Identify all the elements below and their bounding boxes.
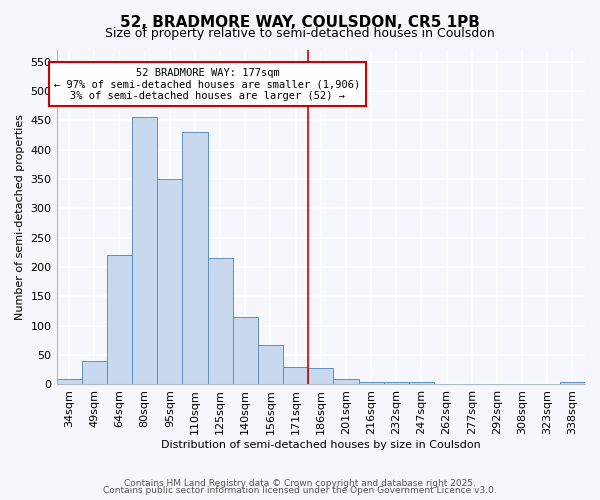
Bar bbox=[383, 382, 409, 384]
Bar bbox=[283, 367, 308, 384]
Bar bbox=[233, 317, 258, 384]
Y-axis label: Number of semi-detached properties: Number of semi-detached properties bbox=[15, 114, 25, 320]
Bar bbox=[334, 378, 359, 384]
Bar bbox=[258, 344, 283, 385]
Bar bbox=[560, 382, 585, 384]
Bar bbox=[132, 118, 157, 384]
Bar bbox=[82, 361, 107, 384]
Bar bbox=[56, 378, 82, 384]
Text: Size of property relative to semi-detached houses in Coulsdon: Size of property relative to semi-detach… bbox=[105, 28, 495, 40]
Bar bbox=[107, 256, 132, 384]
X-axis label: Distribution of semi-detached houses by size in Coulsdon: Distribution of semi-detached houses by … bbox=[161, 440, 481, 450]
Text: Contains public sector information licensed under the Open Government Licence v3: Contains public sector information licen… bbox=[103, 486, 497, 495]
Text: 52 BRADMORE WAY: 177sqm
← 97% of semi-detached houses are smaller (1,906)
3% of : 52 BRADMORE WAY: 177sqm ← 97% of semi-de… bbox=[55, 68, 361, 101]
Bar bbox=[208, 258, 233, 384]
Text: 52, BRADMORE WAY, COULSDON, CR5 1PB: 52, BRADMORE WAY, COULSDON, CR5 1PB bbox=[120, 15, 480, 30]
Text: Contains HM Land Registry data © Crown copyright and database right 2025.: Contains HM Land Registry data © Crown c… bbox=[124, 478, 476, 488]
Bar bbox=[182, 132, 208, 384]
Bar bbox=[359, 382, 383, 384]
Bar bbox=[308, 368, 334, 384]
Bar bbox=[157, 179, 182, 384]
Bar bbox=[409, 382, 434, 384]
